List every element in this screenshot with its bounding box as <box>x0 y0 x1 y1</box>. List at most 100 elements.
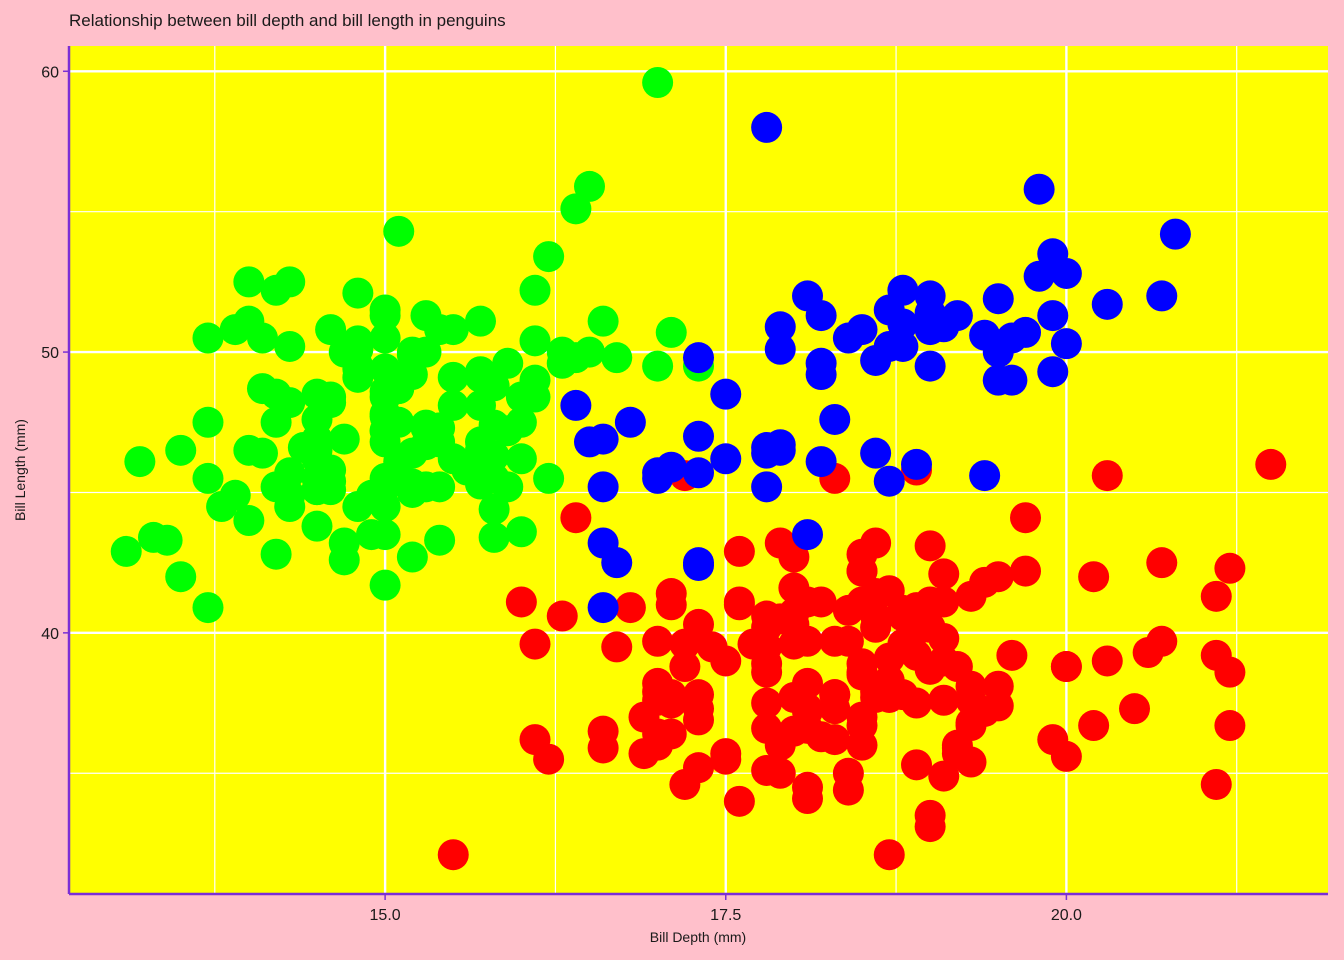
data-point-s1-40 <box>396 541 428 573</box>
data-point-s1-121 <box>301 378 333 410</box>
data-point-s1-47 <box>192 322 224 354</box>
data-point-s0-152 <box>1010 555 1042 587</box>
data-point-s2-50 <box>560 389 592 421</box>
data-point-s1-111 <box>260 406 292 438</box>
data-point-s0-162 <box>955 746 987 778</box>
data-point-s2-56 <box>587 471 619 503</box>
data-point-s2-35 <box>614 406 646 438</box>
data-point-s0-149 <box>642 729 674 761</box>
data-point-s0-158 <box>1078 710 1110 742</box>
data-point-s0-47 <box>764 729 796 761</box>
data-point-s2-63 <box>1023 173 1055 205</box>
data-point-s1-139 <box>369 415 401 447</box>
data-point-s0-81 <box>1214 710 1246 742</box>
data-point-s2-67 <box>873 330 905 362</box>
data-point-s0-18 <box>1255 448 1287 480</box>
data-point-s2-45 <box>846 314 878 346</box>
data-point-s1-138 <box>478 370 510 402</box>
data-point-s1-102 <box>492 471 524 503</box>
data-point-s1-99 <box>437 389 469 421</box>
y-tick-label-2: 60 <box>41 64 59 81</box>
data-point-s1-131 <box>369 322 401 354</box>
data-point-s2-27 <box>914 350 946 382</box>
data-point-s1-37 <box>478 493 510 525</box>
data-point-s1-125 <box>424 412 456 444</box>
data-point-s0-157 <box>955 580 987 612</box>
data-point-s0-129 <box>846 659 878 691</box>
data-point-s0-140 <box>546 600 578 632</box>
data-point-s0-136 <box>914 611 946 643</box>
data-point-s1-113 <box>301 462 333 494</box>
data-point-s1-98 <box>369 381 401 413</box>
data-point-s2-47 <box>996 364 1028 396</box>
data-point-s2-5 <box>751 471 783 503</box>
data-point-s0-161 <box>723 589 755 621</box>
data-point-s1-69 <box>655 316 687 348</box>
data-point-s2-44 <box>764 311 796 343</box>
data-point-s0-143 <box>683 693 714 725</box>
tick-labels: 15.0 17.5 20.0 40 50 60 <box>41 64 1082 924</box>
data-point-s1-10 <box>192 592 224 624</box>
data-point-s0-121 <box>860 611 892 643</box>
data-point-s0-78 <box>928 558 960 590</box>
data-point-s1-95 <box>437 314 469 346</box>
data-point-s1-83 <box>573 336 605 368</box>
data-point-s2-39 <box>1037 238 1069 270</box>
data-point-s1-104 <box>233 266 265 298</box>
data-point-s1-46 <box>533 462 565 494</box>
data-point-s0-6 <box>996 639 1028 671</box>
data-point-s1-41 <box>492 347 524 379</box>
data-point-s0-23 <box>669 651 701 683</box>
data-point-s1-135 <box>437 443 469 475</box>
data-point-s0-145 <box>901 639 933 671</box>
data-point-s0-29 <box>601 631 633 663</box>
x-tick-label-0: 15.0 <box>370 907 401 924</box>
data-point-s1-133 <box>369 519 401 551</box>
data-point-s0-99 <box>832 757 864 789</box>
data-point-s2-57 <box>1037 356 1069 388</box>
data-point-s0-128 <box>560 502 592 534</box>
data-point-s2-53 <box>1010 316 1042 348</box>
data-point-s0-48 <box>1214 552 1246 584</box>
data-point-s2-17 <box>751 111 783 143</box>
data-point-s2-54 <box>683 547 714 579</box>
data-point-s2-31 <box>1159 218 1191 250</box>
data-point-s0-42 <box>1010 502 1042 534</box>
data-point-s2-66 <box>914 314 946 346</box>
data-point-s1-129 <box>424 524 456 556</box>
y-tick-label-1: 50 <box>41 345 59 362</box>
data-point-s0-97 <box>914 811 946 843</box>
data-point-s0-150 <box>437 839 469 871</box>
data-point-s2-49 <box>683 342 714 374</box>
data-point-s1-128 <box>533 241 565 273</box>
data-point-s0-90 <box>846 586 878 618</box>
data-point-s0-146 <box>792 712 824 744</box>
data-point-s1-122 <box>573 170 605 202</box>
data-point-s2-36 <box>819 403 851 435</box>
data-point-s0-91 <box>723 785 755 817</box>
data-point-s0-53 <box>792 771 824 803</box>
data-point-s0-135 <box>1050 740 1082 772</box>
data-point-s1-140 <box>464 426 496 458</box>
data-point-s0-164 <box>928 760 960 792</box>
data-point-s2-28 <box>751 437 783 469</box>
data-point-s0-153 <box>1119 693 1151 725</box>
data-point-s1-86 <box>478 521 510 553</box>
data-point-s1-118 <box>328 423 360 455</box>
data-point-s2-18 <box>860 437 892 469</box>
data-point-s1-63 <box>383 215 415 247</box>
data-point-s1-79 <box>410 471 442 503</box>
data-point-s2-60 <box>982 283 1014 315</box>
data-point-s1-20 <box>274 330 306 362</box>
data-point-s0-159 <box>982 690 1014 722</box>
data-point-s1-115 <box>206 491 238 523</box>
data-point-s2-16 <box>1050 328 1082 360</box>
data-point-s0-117 <box>710 738 742 770</box>
data-point-s2-46 <box>764 333 796 365</box>
data-point-s0-141 <box>873 839 905 871</box>
data-point-s1-61 <box>505 443 537 475</box>
data-point-s1-107 <box>274 479 306 511</box>
data-point-s1-141 <box>519 325 551 357</box>
x-axis-title: Bill Depth (mm) <box>650 929 746 945</box>
data-point-s1-90 <box>192 406 224 438</box>
